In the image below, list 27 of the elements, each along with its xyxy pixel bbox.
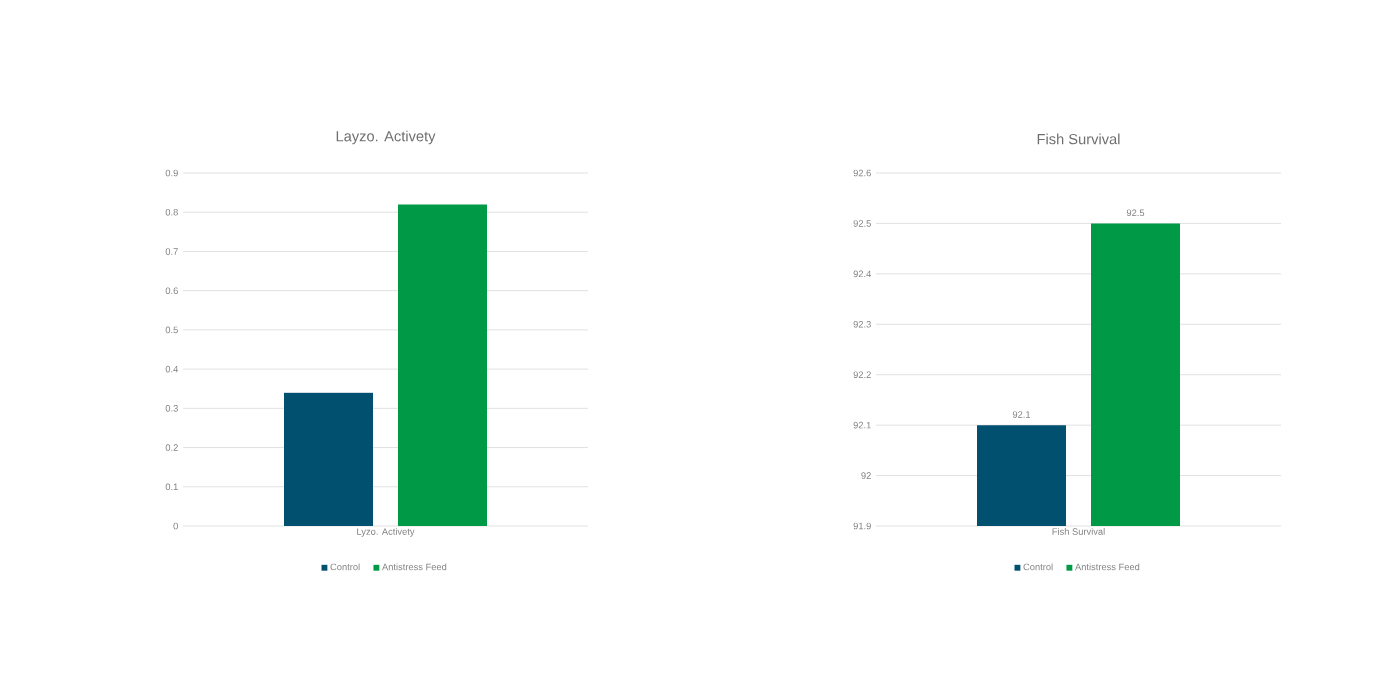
y-tick-label: 0.8 [165, 208, 178, 216]
y-tick-label: 92.6 [853, 169, 871, 177]
y-tick-label: 0 [173, 522, 178, 530]
y-tick-label: 92.2 [853, 371, 871, 379]
y-tick-label: 92.1 [853, 421, 871, 429]
y-tick-label: 91.9 [853, 522, 871, 530]
chart-title: Fish Survival [1037, 133, 1120, 145]
legend-label: Control [330, 563, 360, 571]
data-label: 92.5 [1126, 209, 1145, 217]
y-tick-label: 0.6 [165, 287, 178, 294]
y-tick-label: 92.3 [853, 321, 871, 328]
x-tick-label: Lyzo. Activety [357, 528, 415, 537]
legend-label: Antistress Feed [1075, 563, 1140, 571]
y-tick-label: 0.9 [165, 169, 178, 177]
data-label: 92.1 [1012, 411, 1031, 418]
chart-title: Layzo. Activety [336, 130, 436, 145]
y-tick-label: 0.5 [165, 326, 178, 334]
y-tick-label: 0.4 [165, 365, 179, 373]
y-tick-label: 92.5 [853, 220, 871, 227]
legend-label: Control [1023, 563, 1053, 571]
y-tick-label: 0.7 [165, 248, 178, 255]
legend-label: Antistress Feed [382, 563, 447, 571]
y-tick-label: 92 [861, 472, 871, 479]
y-tick-label: 92.4 [853, 270, 872, 278]
y-tick-label: 0.2 [165, 444, 178, 451]
y-tick-label: 0.1 [165, 483, 178, 491]
y-tick-label: 0.3 [165, 405, 178, 412]
